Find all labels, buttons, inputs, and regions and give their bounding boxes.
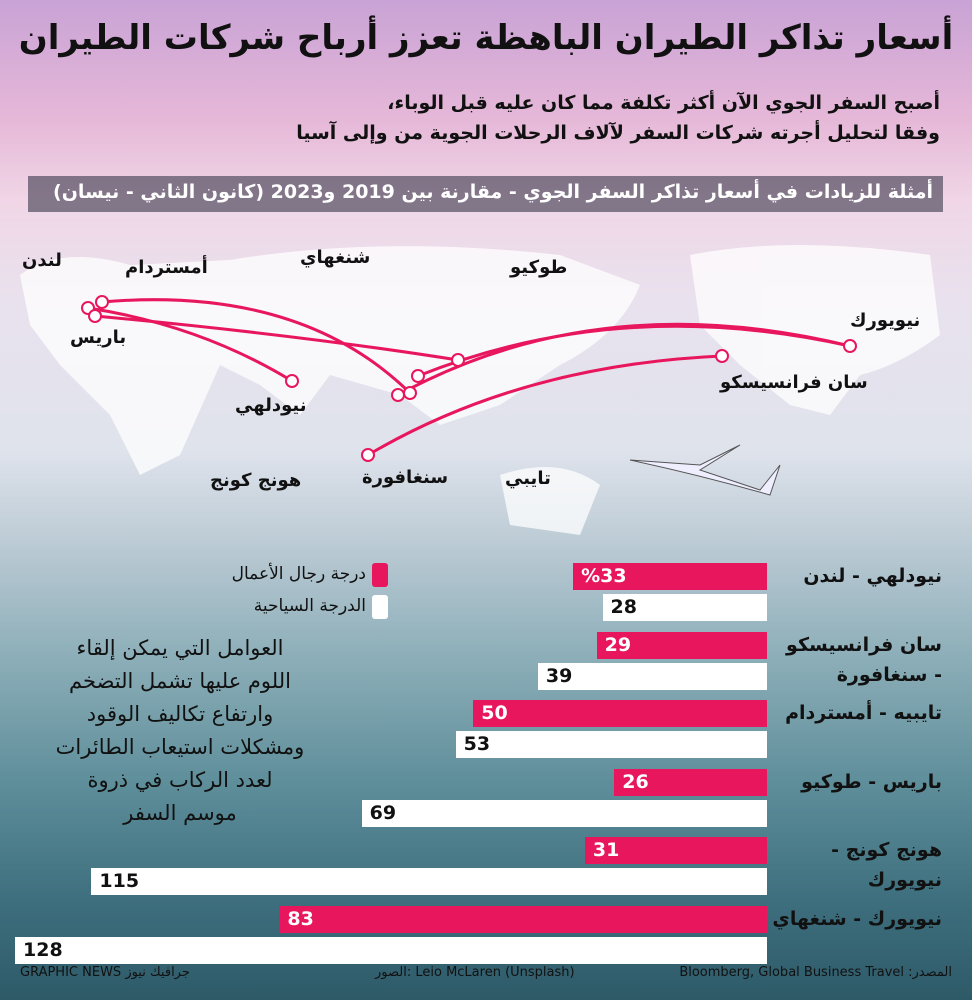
value-label: 83 [287,907,314,930]
brand: GRAPHIC NEWS جرافيك نيوز [20,965,190,980]
note-line: ومشكلات استيعاب الطائرات [55,735,305,759]
city-label: أمستردام [125,257,208,278]
bar [91,868,767,895]
category-label: هونج كونج - نيويورك [831,839,942,891]
bar [473,700,767,727]
bar [455,731,767,758]
note-line: لعدد الركاب في ذروة [87,768,273,792]
category-label: باريس - طوكيو [801,770,942,793]
value-label: 39 [545,664,573,687]
value-label: 29 [604,633,632,656]
bar [537,662,767,690]
note-line: وارتفاع تكاليف الوقود [86,702,274,726]
city-markers [81,295,857,462]
city-label: سان فرانسيسكو [720,372,868,393]
city-label: لندن [22,250,62,271]
title: أسعار تذاكر الطيران الباهظة تعزز أرباح ش… [18,18,954,58]
category-label: نيويورك - شنغهاي [772,907,942,930]
city-label: سنغافورة [362,467,449,488]
bar [596,631,767,659]
bar [584,837,767,864]
value-label: 69 [369,801,397,824]
value-label: 28 [610,596,637,618]
chart-title: أمثلة للزيادات في أسعار تذاكر السفر الجو… [53,181,933,203]
heading-band [28,176,943,212]
city-label: تايبي [505,468,551,489]
value-label: 26 [622,770,649,793]
plane [629,444,781,496]
legend-label: الدرجة السياحية [253,596,366,616]
city-label: هونج كونج [210,470,302,491]
city-label: طوكيو [510,257,568,278]
subtitle: وفقا لتحليل أجرته شركات السفر لآلاف الرح… [296,122,940,144]
bar [279,905,767,933]
note-line: اللوم عليها تشمل التضخم [69,669,291,693]
bar [573,563,767,590]
subtitle: أصبح السفر الجوي الآن أكثر تكلفة مما كان… [387,92,940,114]
value-label: %33 [581,565,627,587]
category-label: سان فرانسيسكو - سنغافورة [786,633,942,686]
legend-swatch [372,563,388,587]
bar [15,936,767,964]
bar [602,594,767,621]
value-label: 50 [481,702,508,724]
category-label: تايبيه - أمستردام [785,702,942,724]
value-label: 128 [23,938,63,961]
map [20,245,940,535]
source: المصدر: Bloomberg, Global Business Trave… [679,965,952,980]
city-label: نيويورك [850,310,921,331]
bar [361,799,767,827]
city-label: باريس [70,327,127,348]
category-label: نيودلهي - لندن [803,565,942,587]
land [20,245,940,535]
note-line: العوامل التي يمكن إلقاء [76,636,284,660]
value-label: 115 [99,870,140,892]
bar [614,768,767,796]
value-label: 31 [592,839,620,861]
legend-label: درجة رجال الأعمال [231,564,366,584]
photo-credit: الصور: Leio McLaren (Unsplash) [375,965,575,980]
city-label: شنغهاي [300,247,371,268]
note-line: موسم السفر [123,801,237,825]
city-label: نيودلهي [235,395,307,416]
routes [87,298,851,457]
legend-swatch [372,595,388,619]
value-label: 53 [463,733,491,755]
